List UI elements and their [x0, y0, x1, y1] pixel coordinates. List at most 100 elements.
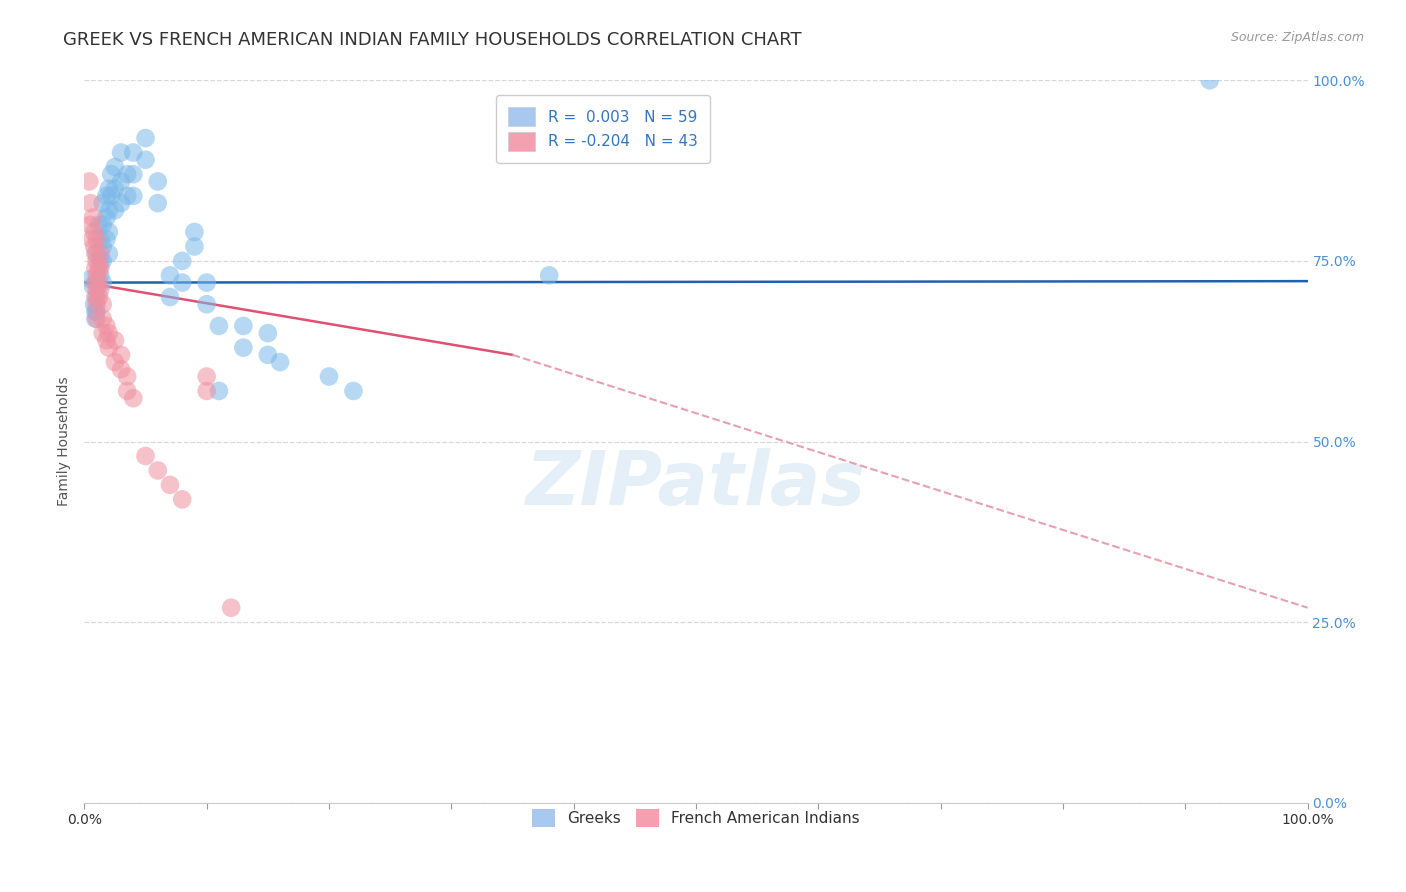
- Point: [86, 253, 108, 268]
- Point: [159, 290, 181, 304]
- Point: [122, 145, 145, 160]
- Point: [91, 218, 114, 232]
- Point: [77, 174, 100, 188]
- Point: [89, 283, 111, 297]
- Point: [159, 268, 181, 283]
- Point: [183, 225, 205, 239]
- Point: [86, 304, 108, 318]
- Point: [79, 272, 101, 286]
- Point: [172, 276, 194, 290]
- Point: [80, 232, 103, 246]
- Point: [91, 253, 114, 268]
- Point: [159, 478, 181, 492]
- Point: [172, 253, 194, 268]
- Point: [91, 326, 114, 340]
- Point: [97, 225, 120, 239]
- Point: [232, 318, 254, 333]
- Point: [96, 318, 118, 333]
- Point: [97, 246, 120, 260]
- Point: [97, 182, 120, 196]
- Point: [84, 290, 107, 304]
- Point: [342, 384, 364, 398]
- Point: [104, 203, 127, 218]
- Point: [110, 196, 132, 211]
- Point: [172, 492, 194, 507]
- Point: [318, 369, 340, 384]
- Point: [115, 369, 138, 384]
- Point: [208, 384, 231, 398]
- Point: [104, 355, 127, 369]
- Point: [97, 326, 120, 340]
- Point: [86, 246, 108, 260]
- Point: [146, 196, 169, 211]
- Point: [83, 239, 105, 253]
- Point: [79, 218, 101, 232]
- Text: Source: ZipAtlas.com: Source: ZipAtlas.com: [1230, 31, 1364, 45]
- Point: [104, 182, 127, 196]
- Point: [96, 334, 118, 348]
- Point: [89, 232, 111, 246]
- Point: [269, 355, 291, 369]
- Point: [97, 203, 120, 218]
- Point: [84, 304, 107, 318]
- Point: [208, 318, 231, 333]
- Point: [97, 341, 120, 355]
- Point: [87, 290, 110, 304]
- Point: [91, 297, 114, 311]
- Point: [82, 279, 104, 293]
- Point: [86, 268, 108, 283]
- Point: [135, 153, 157, 167]
- Point: [219, 600, 242, 615]
- Point: [96, 189, 118, 203]
- Point: [86, 311, 108, 326]
- Point: [183, 239, 205, 253]
- Point: [110, 174, 132, 188]
- Point: [110, 348, 132, 362]
- Point: [87, 261, 110, 276]
- Point: [86, 290, 108, 304]
- Point: [96, 211, 118, 225]
- Point: [104, 334, 127, 348]
- Text: GREEK VS FRENCH AMERICAN INDIAN FAMILY HOUSEHOLDS CORRELATION CHART: GREEK VS FRENCH AMERICAN INDIAN FAMILY H…: [63, 31, 801, 49]
- Point: [89, 253, 111, 268]
- Point: [91, 239, 114, 253]
- Point: [79, 196, 101, 211]
- Point: [82, 211, 104, 225]
- Point: [83, 297, 105, 311]
- Text: ZIPatlas: ZIPatlas: [526, 449, 866, 522]
- Point: [83, 225, 105, 239]
- Y-axis label: Family Households: Family Households: [58, 376, 72, 507]
- Point: [110, 145, 132, 160]
- Point: [86, 283, 108, 297]
- Point: [195, 297, 218, 311]
- Point: [135, 449, 157, 463]
- Point: [89, 261, 111, 276]
- Point: [91, 196, 114, 211]
- Point: [195, 276, 218, 290]
- Point: [104, 160, 127, 174]
- Point: [89, 246, 111, 260]
- Point: [122, 189, 145, 203]
- Point: [146, 174, 169, 188]
- Point: [84, 311, 107, 326]
- Point: [86, 276, 108, 290]
- Point: [86, 232, 108, 246]
- Point: [84, 261, 107, 276]
- Point: [115, 384, 138, 398]
- Point: [146, 463, 169, 477]
- Point: [1198, 73, 1220, 87]
- Point: [84, 276, 107, 290]
- Point: [122, 391, 145, 405]
- Point: [87, 218, 110, 232]
- Point: [257, 348, 280, 362]
- Point: [84, 246, 107, 260]
- Point: [135, 131, 157, 145]
- Point: [122, 167, 145, 181]
- Point: [96, 232, 118, 246]
- Point: [86, 297, 108, 311]
- Point: [110, 362, 132, 376]
- Point: [100, 167, 122, 181]
- Point: [91, 276, 114, 290]
- Point: [100, 189, 122, 203]
- Point: [232, 341, 254, 355]
